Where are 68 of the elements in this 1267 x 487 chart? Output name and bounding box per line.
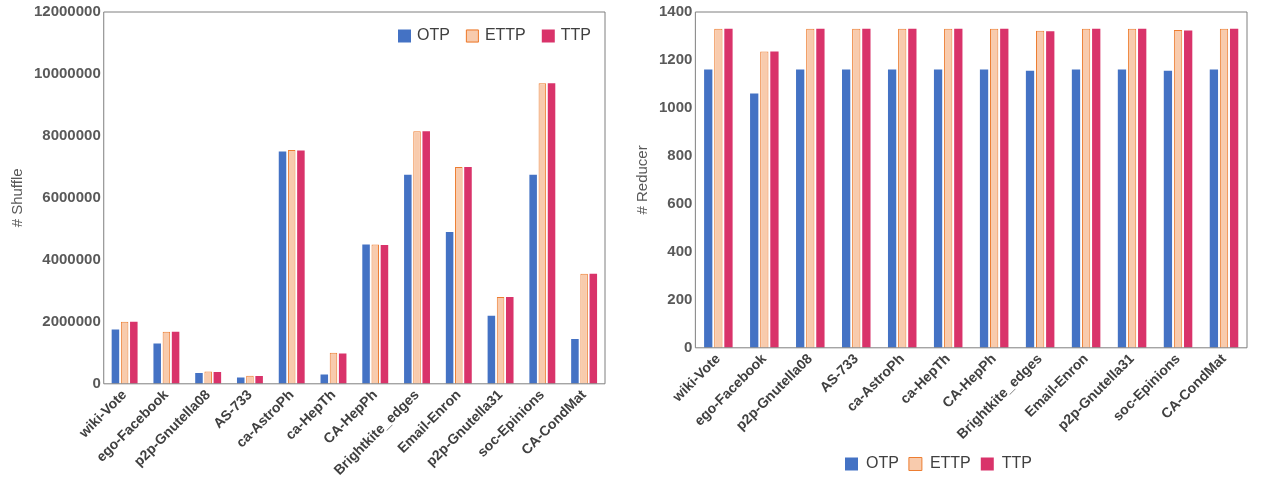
bar bbox=[362, 244, 370, 384]
bar bbox=[1071, 69, 1081, 348]
legend-label: OTP bbox=[417, 26, 450, 44]
y-tick-label: 800 bbox=[667, 146, 693, 164]
bar bbox=[1184, 30, 1193, 348]
bar bbox=[171, 331, 180, 384]
y-tick-label: 10000000 bbox=[33, 64, 101, 82]
bar bbox=[979, 69, 989, 348]
bar bbox=[724, 28, 733, 348]
bar bbox=[1209, 69, 1219, 348]
y-tick-label: 0 bbox=[684, 337, 693, 355]
bar bbox=[422, 131, 430, 384]
legend-label: TTP bbox=[1001, 454, 1032, 472]
bar bbox=[547, 83, 556, 384]
y-tick-label: 1000 bbox=[658, 98, 693, 116]
y-axis-title: # Shuffle bbox=[8, 168, 26, 228]
bar bbox=[464, 166, 472, 384]
bar bbox=[842, 69, 851, 348]
bar bbox=[130, 321, 138, 384]
y-tick-label: 8000000 bbox=[42, 126, 101, 144]
legend-label: OTP bbox=[866, 454, 899, 472]
bar bbox=[887, 69, 897, 348]
bar bbox=[404, 174, 412, 384]
y-tick-label: 4000000 bbox=[42, 250, 101, 268]
y-tick-label: 1400 bbox=[658, 2, 693, 20]
y-tick-label: 6000000 bbox=[42, 188, 101, 206]
bar bbox=[1138, 28, 1147, 348]
bar bbox=[529, 174, 537, 384]
bar bbox=[933, 69, 943, 348]
bar bbox=[445, 231, 454, 384]
bar bbox=[380, 245, 389, 384]
bar bbox=[1046, 31, 1055, 348]
bar bbox=[255, 376, 263, 384]
bar bbox=[1117, 69, 1127, 348]
bar bbox=[338, 353, 347, 384]
bar bbox=[704, 69, 713, 348]
bar bbox=[954, 28, 963, 348]
bar bbox=[111, 329, 120, 384]
bar bbox=[908, 28, 917, 348]
bar bbox=[487, 315, 496, 384]
bar bbox=[297, 150, 305, 384]
bar bbox=[796, 69, 805, 348]
legend-label: ETTP bbox=[484, 26, 526, 44]
bar bbox=[862, 28, 871, 348]
bar bbox=[195, 372, 203, 384]
legend-label: TTP bbox=[560, 26, 591, 44]
bar bbox=[505, 297, 514, 384]
bar bbox=[589, 273, 598, 384]
bar bbox=[816, 28, 825, 348]
bar bbox=[1229, 28, 1239, 348]
bar bbox=[278, 151, 287, 384]
bar bbox=[1025, 70, 1035, 348]
bar bbox=[153, 343, 161, 384]
bar bbox=[1092, 28, 1101, 348]
y-axis-title: # Reducer bbox=[633, 145, 651, 215]
bar bbox=[1163, 70, 1173, 348]
y-tick-label: 600 bbox=[667, 194, 693, 212]
bar bbox=[750, 93, 759, 348]
y-tick-label: 12000000 bbox=[33, 2, 101, 20]
y-tick-label: 0 bbox=[92, 373, 101, 391]
legend-label: ETTP bbox=[929, 454, 971, 472]
y-tick-label: 1200 bbox=[658, 50, 693, 68]
bar bbox=[1000, 28, 1009, 348]
y-tick-label: 2000000 bbox=[42, 311, 101, 329]
bar bbox=[571, 338, 579, 384]
bar bbox=[770, 51, 779, 348]
y-tick-label: 400 bbox=[667, 242, 693, 259]
y-tick-label: 200 bbox=[667, 289, 693, 307]
